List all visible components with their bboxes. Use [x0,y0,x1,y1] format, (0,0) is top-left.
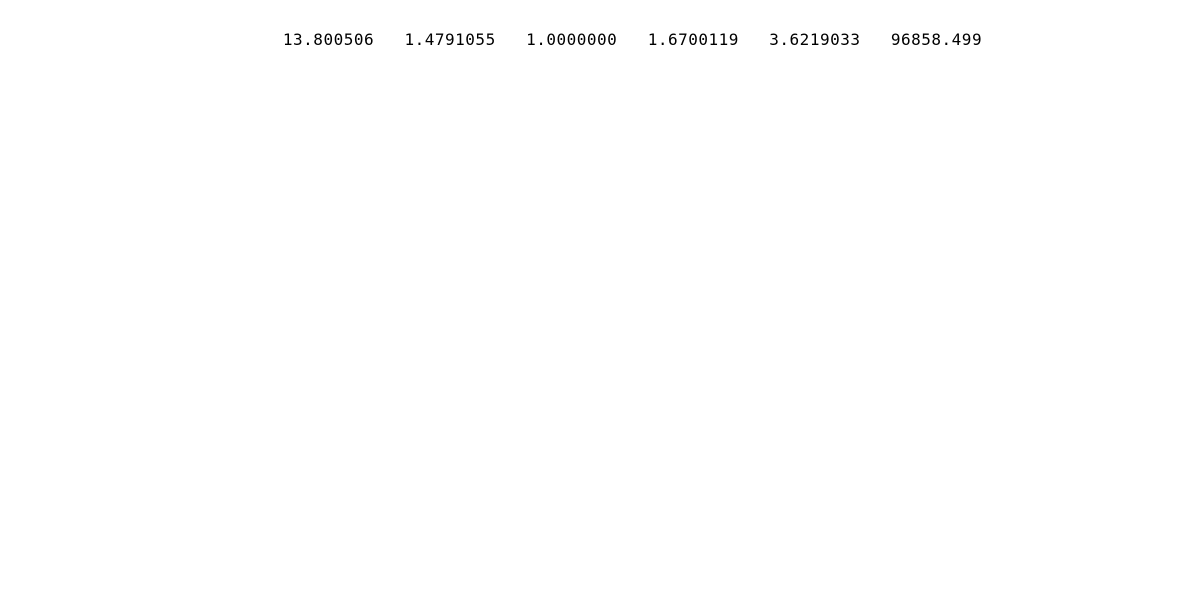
chart-title: 13.800506 1.4791055 1.0000000 1.6700119 … [282,30,983,49]
